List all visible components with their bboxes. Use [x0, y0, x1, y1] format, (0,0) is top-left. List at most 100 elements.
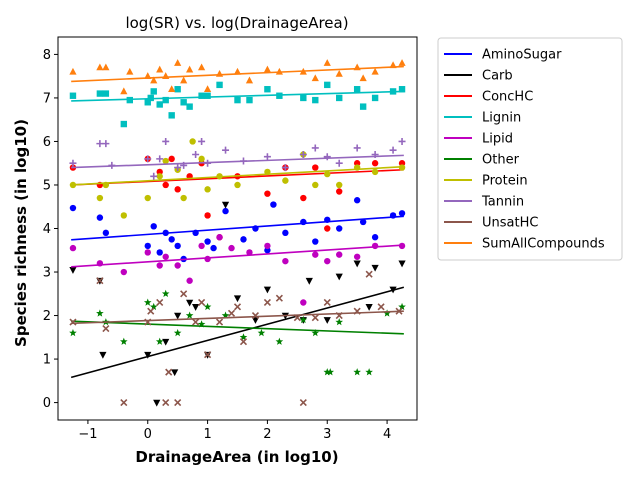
data-point — [300, 194, 307, 202]
data-point — [69, 267, 77, 274]
data-point — [275, 67, 283, 75]
data-point — [198, 92, 205, 99]
data-point — [96, 214, 104, 221]
x-axis: −1 0 1 2 3 4 — [78, 420, 391, 442]
data-point — [150, 76, 158, 84]
data-point — [162, 157, 169, 165]
data-point — [96, 194, 104, 202]
data-point — [174, 399, 182, 407]
data-point — [168, 155, 175, 163]
data-point — [156, 101, 163, 108]
data-point — [198, 242, 205, 250]
data-point — [120, 120, 128, 128]
data-point — [198, 298, 206, 307]
data-point — [228, 244, 235, 252]
data-point — [353, 197, 361, 204]
data-point — [221, 311, 230, 319]
data-point — [240, 236, 247, 243]
data-point — [120, 268, 128, 276]
data-point — [264, 242, 271, 250]
data-point — [203, 302, 212, 311]
legend-item-carb: Carb — [444, 69, 513, 84]
legend-item-protein: Protein — [444, 174, 528, 189]
data-point — [323, 59, 331, 66]
data-point — [144, 242, 151, 250]
trend-line — [71, 154, 404, 169]
data-point — [150, 223, 157, 230]
data-point — [180, 194, 187, 202]
data-point — [312, 164, 319, 171]
data-point — [299, 151, 307, 159]
data-point — [198, 63, 206, 71]
data-point — [275, 294, 283, 302]
data-point — [186, 299, 194, 307]
data-point — [156, 155, 164, 163]
data-point — [162, 181, 169, 189]
data-point — [222, 146, 230, 154]
legend-item-lignin: Lignin — [444, 111, 521, 126]
legend-item-sumallcompounds: SumAllCompounds — [444, 237, 605, 252]
legend-label: Carb — [482, 69, 513, 84]
data-point — [215, 69, 224, 77]
data-point — [102, 229, 110, 237]
data-point — [335, 318, 344, 326]
data-point — [204, 238, 211, 245]
data-point — [174, 242, 181, 250]
trend-line — [71, 310, 404, 325]
data-point — [69, 244, 77, 252]
data-point — [156, 298, 164, 307]
data-point — [312, 238, 319, 245]
data-point — [99, 351, 107, 359]
data-point — [245, 76, 254, 84]
data-point — [233, 303, 242, 311]
data-point — [233, 67, 242, 75]
data-point — [234, 96, 241, 104]
data-point — [353, 86, 361, 93]
data-point — [398, 210, 406, 217]
data-point — [371, 67, 379, 75]
data-point — [222, 207, 229, 215]
data-point — [323, 153, 331, 161]
chart-title: log(SR) vs. log(DrainageArea) — [125, 14, 348, 32]
legend-item-unsathc: UnsatHC — [444, 216, 538, 231]
data-point — [263, 65, 272, 73]
data-point — [323, 298, 331, 307]
data-point — [264, 86, 271, 93]
data-point — [221, 201, 230, 209]
data-point — [144, 99, 151, 106]
series-lipid — [69, 234, 406, 306]
series-tannin — [69, 137, 406, 180]
series-aminosugar — [69, 197, 406, 263]
data-point — [156, 65, 164, 73]
data-point — [180, 76, 188, 84]
y-tick-label: 6 — [43, 135, 51, 150]
data-point — [263, 298, 271, 307]
data-point — [197, 320, 206, 328]
data-point — [282, 257, 289, 265]
x-tick-label: 2 — [263, 427, 271, 442]
data-point — [299, 315, 308, 324]
x-tick-label: 4 — [383, 427, 391, 442]
x-tick-label: 0 — [144, 427, 152, 442]
data-point — [161, 289, 170, 298]
data-point — [162, 96, 169, 104]
data-point — [69, 67, 77, 75]
data-point — [299, 399, 307, 407]
data-point — [336, 94, 343, 102]
plot-area — [57, 36, 418, 421]
series-carb — [69, 201, 406, 407]
data-point — [359, 103, 367, 110]
data-point — [153, 399, 161, 407]
data-point — [198, 137, 206, 145]
data-point — [156, 249, 163, 256]
x-tick-label: 1 — [203, 427, 211, 442]
legend-label: ConcHC — [482, 90, 533, 105]
data-point — [102, 325, 110, 333]
y-tick-label: 0 — [43, 396, 51, 411]
y-tick-label: 2 — [43, 309, 51, 324]
legend-item-conchc: ConcHC — [444, 90, 533, 105]
data-point — [335, 273, 343, 281]
trend-line — [70, 286, 405, 379]
data-point — [365, 270, 373, 278]
data-point — [198, 155, 205, 163]
